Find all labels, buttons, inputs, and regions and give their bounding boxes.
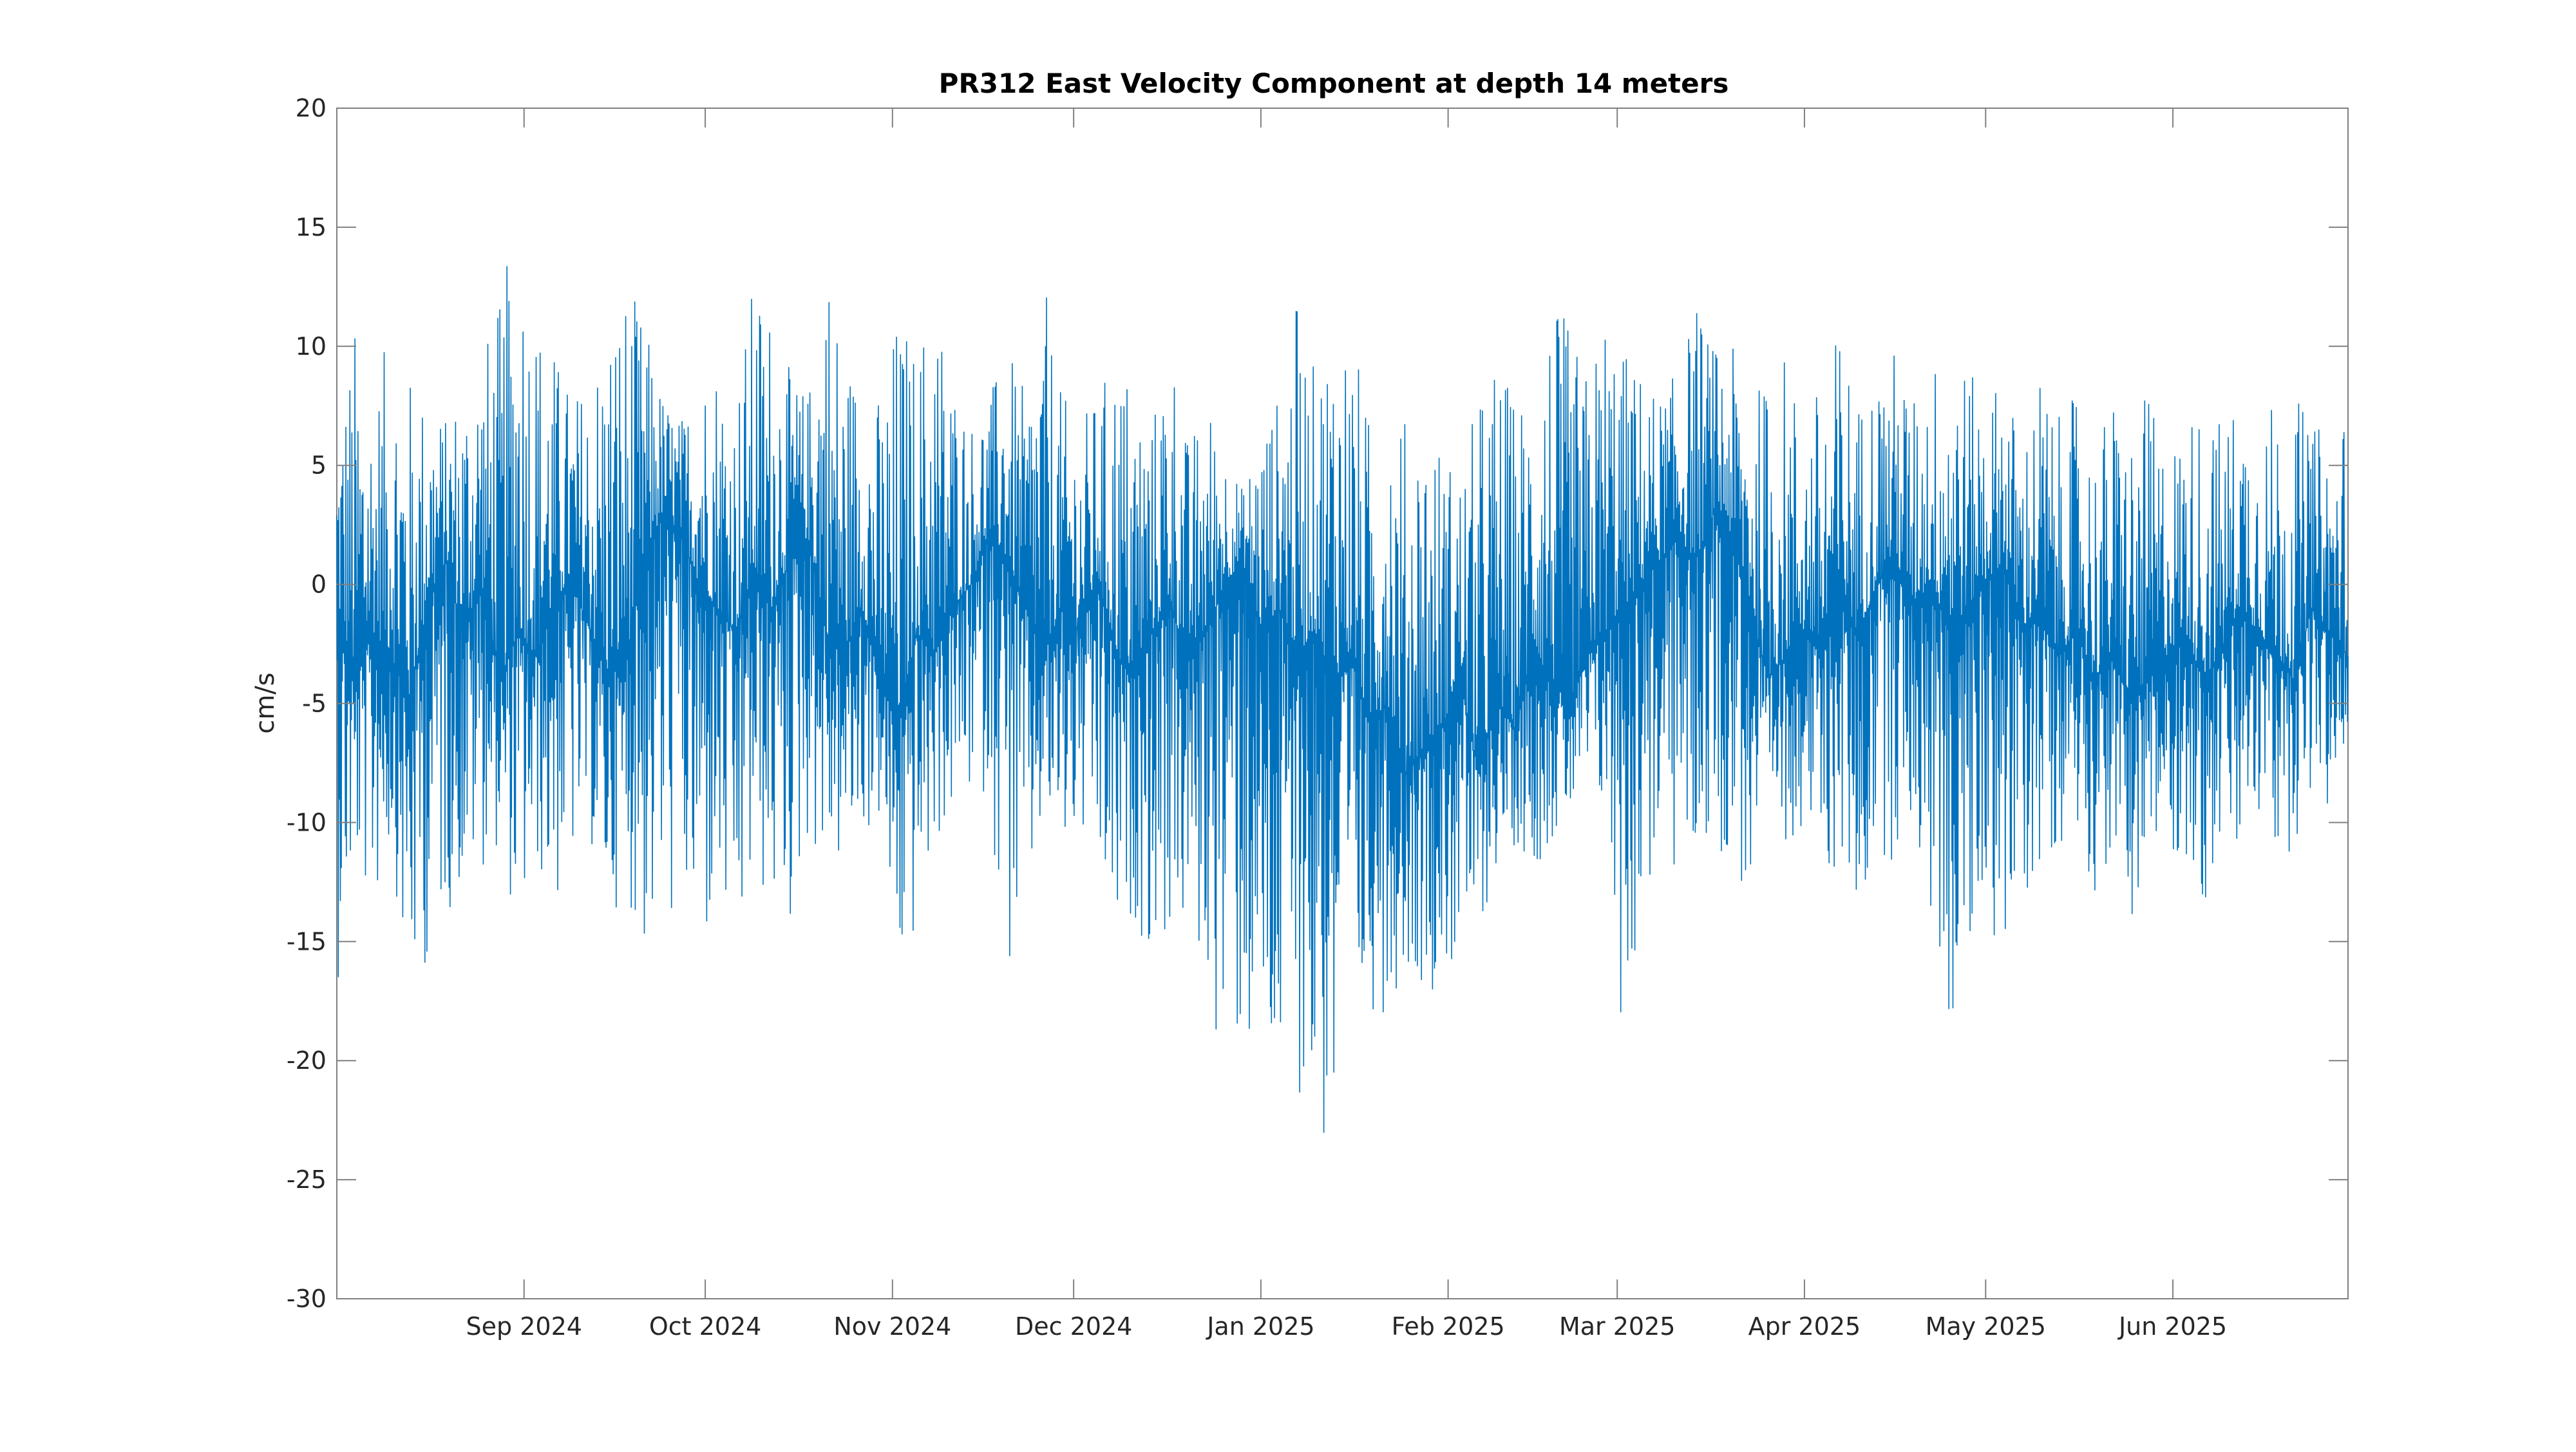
y-tick-label: -10 bbox=[287, 808, 327, 836]
series-layer bbox=[336, 265, 2349, 1133]
chart-title: PR312 East Velocity Component at depth 1… bbox=[939, 68, 1729, 99]
y-tick-label: -15 bbox=[287, 927, 327, 956]
x-tick-label: May 2025 bbox=[1926, 1312, 2046, 1341]
y-tick-label: 20 bbox=[296, 94, 327, 122]
y-axis-label: cm/s bbox=[251, 672, 280, 733]
x-tick-label: Apr 2025 bbox=[1748, 1312, 1861, 1341]
y-tick-label: -5 bbox=[302, 690, 327, 718]
x-axis: Sep 2024 Oct 2024 Nov 2024 Dec 2024 Jan 2025… bbox=[466, 108, 2227, 1341]
y-tick-label: -20 bbox=[287, 1046, 327, 1075]
y-tick-label: 15 bbox=[296, 213, 327, 241]
x-tick-label: Feb 2025 bbox=[1392, 1312, 1505, 1341]
x-tick-label: Jun 2025 bbox=[2117, 1312, 2227, 1341]
y-tick-label: 0 bbox=[311, 570, 327, 599]
series-line bbox=[336, 265, 2349, 1133]
y-axis: -30 -25 -20 -15 -10 -5 0 5 10 15 20 bbox=[287, 94, 2348, 1313]
x-tick-label: Dec 2024 bbox=[1015, 1312, 1132, 1341]
x-tick-label: Sep 2024 bbox=[466, 1312, 582, 1341]
y-tick-label: -30 bbox=[287, 1285, 327, 1313]
y-tick-label: 10 bbox=[296, 332, 327, 361]
x-tick-label: Jan 2025 bbox=[1206, 1312, 1314, 1341]
x-tick-label: Nov 2024 bbox=[833, 1312, 951, 1341]
y-tick-label: 5 bbox=[311, 451, 327, 480]
x-tick-label: Oct 2024 bbox=[649, 1312, 762, 1341]
y-tick-label: -25 bbox=[287, 1165, 327, 1194]
x-tick-label: Mar 2025 bbox=[1559, 1312, 1675, 1341]
